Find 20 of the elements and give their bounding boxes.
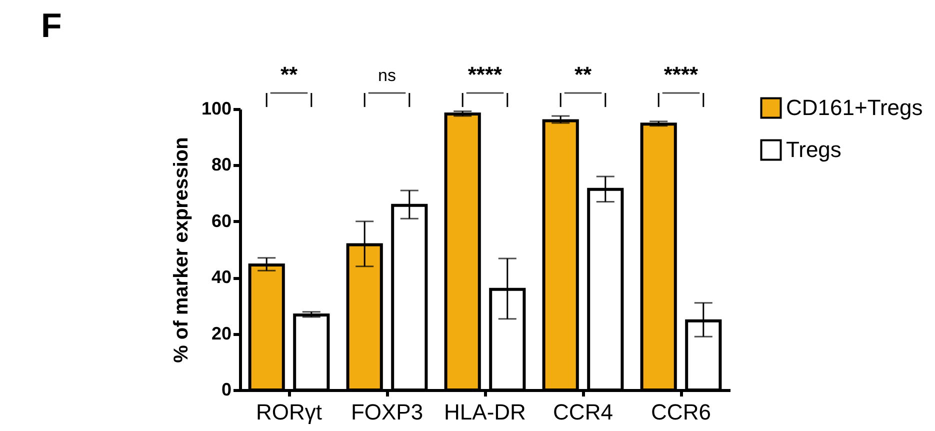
- y-tick-label: 60: [211, 210, 232, 231]
- text: **: [280, 62, 298, 87]
- legend-label: Tregs: [786, 137, 842, 162]
- y-tick-label: 20: [211, 323, 232, 344]
- text: ****: [468, 62, 503, 87]
- y-axis-title: % of marker expression: [170, 137, 192, 363]
- x-tick-label: HLA-DR: [444, 400, 526, 424]
- y-tick-label: 100: [201, 98, 232, 118]
- x-tick-label: RORγt: [256, 400, 322, 424]
- text: ****: [664, 62, 699, 87]
- y-tick-label: 80: [211, 154, 232, 175]
- legend-label: CD161+Tregs: [786, 95, 923, 120]
- text: **: [574, 62, 592, 87]
- x-tick-label: CCR4: [553, 400, 613, 424]
- y-tick-label: 40: [211, 267, 232, 288]
- chart-title: F: [40, 7, 62, 45]
- y-tick-label: 0: [221, 380, 232, 400]
- x-tick-label: FOXP3: [350, 400, 424, 424]
- text: ns: [378, 66, 396, 85]
- x-tick-label: CCR6: [651, 400, 711, 424]
